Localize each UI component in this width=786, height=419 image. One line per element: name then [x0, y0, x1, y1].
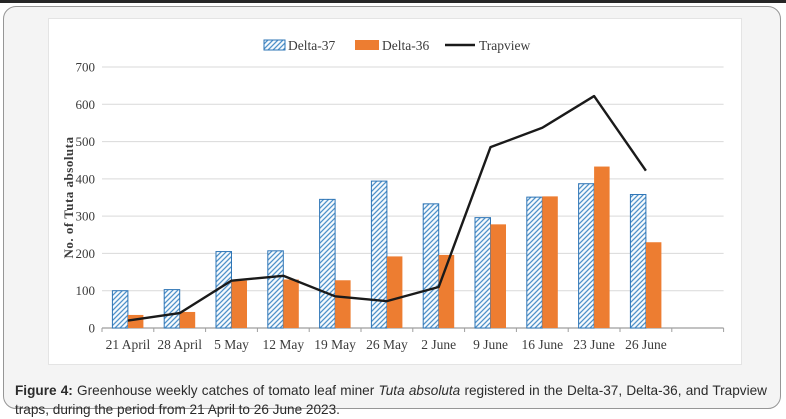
legend-label-delta36: Delta-36 — [382, 38, 429, 53]
bar-delta37 — [267, 250, 284, 329]
y-tick-label: 200 — [76, 246, 96, 261]
bar-delta37 — [422, 203, 440, 329]
legend-swatch-delta37 — [263, 39, 286, 51]
bar-delta37 — [111, 290, 129, 329]
x-category-label: 28 April — [157, 337, 202, 352]
bar-delta36 — [335, 280, 351, 328]
x-category-label: 23 June — [573, 337, 615, 352]
bar-delta37 — [578, 183, 595, 329]
x-category-label: 5 May — [214, 337, 249, 352]
bar-delta37 — [474, 217, 491, 329]
catches-chart: 0 100 200 300 400 500 600 700 21 April 28 April 5 … — [61, 38, 725, 352]
bar-delta36 — [283, 279, 299, 328]
bar-delta36 — [594, 166, 610, 328]
y-tick-label: 500 — [76, 134, 96, 149]
y-tick-label: 0 — [89, 321, 96, 336]
y-axis-title: No. of Tuta absoluta — [61, 137, 76, 259]
figure-caption-species: Tuta absoluta — [378, 382, 461, 398]
bar-delta36 — [542, 196, 558, 328]
bar-delta36 — [127, 314, 144, 328]
bar-delta36 — [179, 311, 196, 328]
y-tick-label: 400 — [76, 171, 96, 186]
x-category-label: 9 June — [473, 337, 508, 352]
y-tick-label: 300 — [76, 209, 96, 224]
bar-delta37 — [163, 289, 181, 329]
y-tick-label: 600 — [76, 97, 96, 112]
legend-swatch-delta36 — [355, 40, 379, 50]
y-tick-label: 100 — [76, 283, 96, 298]
x-category-label: 16 June — [521, 337, 563, 352]
x-category-label: 26 June — [625, 337, 667, 352]
trapview-line — [127, 94, 647, 322]
bar-delta37 — [526, 196, 543, 329]
bar-delta37 — [629, 194, 647, 329]
x-category-label: 26 May — [366, 337, 408, 352]
figure-caption-text: Greenhouse weekly catches of tomato leaf… — [72, 382, 379, 398]
legend-label-trapview: Trapview — [479, 38, 531, 53]
top-border-strip — [0, 0, 786, 3]
figure-caption: Figure 4: Greenhouse weekly catches of t… — [15, 381, 767, 419]
x-category-label: 2 June — [421, 337, 456, 352]
y-tick-label: 700 — [76, 60, 96, 75]
legend-label-delta37: Delta-37 — [288, 38, 335, 53]
figure-card: 0 100 200 300 400 500 600 700 21 April 28 April 5 … — [3, 6, 781, 417]
figure-caption-label: Figure 4: — [15, 382, 73, 398]
bar-delta37 — [370, 180, 388, 329]
bar-delta36 — [645, 242, 662, 328]
bar-delta37 — [319, 198, 336, 329]
figure-caption-rest: registered in the Delta-37, Delta-36, an… — [15, 382, 767, 417]
chart-panel: 0 100 200 300 400 500 600 700 21 April 28 April 5 … — [48, 18, 742, 365]
bar-delta36 — [386, 256, 403, 328]
bar-delta36 — [231, 280, 247, 328]
bar-delta36 — [490, 224, 506, 328]
x-category-label: 21 April — [106, 337, 151, 352]
x-category-label: 19 May — [314, 337, 356, 352]
x-category-label: 12 May — [262, 337, 304, 352]
